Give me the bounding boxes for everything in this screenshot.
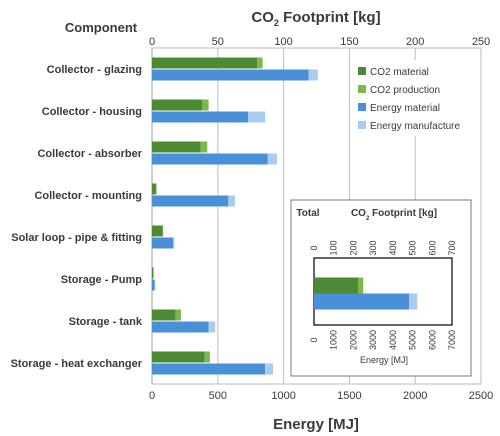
inset-bottom-tick-label: 4000 <box>388 330 398 350</box>
inset-top-title: CO2 Footprint [kg] <box>351 208 437 222</box>
inset-bottom-tick-label: 0 <box>309 337 319 342</box>
legend-swatch <box>358 103 366 111</box>
legend: CO2 material CO2 production Energy materia… <box>352 60 480 136</box>
bar-co2 <box>175 309 181 321</box>
category-label: Collector - mounting <box>34 190 142 202</box>
bar-energy <box>152 321 209 333</box>
category-label: Storage - tank <box>69 316 143 328</box>
category-label: Collector - absorber <box>37 148 142 160</box>
inset-bottom-tick-label: 1000 <box>329 330 339 350</box>
legend-swatch <box>358 121 366 129</box>
category-label: Solar loop - pipe & fitting <box>11 232 142 244</box>
legend-box <box>352 60 480 136</box>
inset-bottom-tick-label: 6000 <box>427 330 437 350</box>
bar-co2 <box>152 183 156 195</box>
bar-co2 <box>155 183 157 195</box>
inset-top-tick-label: 500 <box>408 240 418 255</box>
inset-bottom-title: Energy [MJ] <box>360 355 408 365</box>
top-tick-label: 0 <box>149 36 155 48</box>
bottom-tick-label: 2500 <box>469 390 493 402</box>
bar-energy <box>208 321 216 333</box>
inset-top-tick-label: 100 <box>329 240 339 255</box>
bottom-axis-title: Energy [MJ] <box>273 416 359 433</box>
bar-energy <box>173 237 175 249</box>
bar-energy <box>267 153 278 165</box>
inset-top-title-part: CO <box>351 208 366 219</box>
category-label: Storage - Pump <box>61 274 143 286</box>
legend-label: CO2 production <box>370 85 440 96</box>
bottom-tick-label: 0 <box>149 390 155 402</box>
bar-co2 <box>202 99 209 111</box>
inset-bottom-tick-label: 3000 <box>368 330 378 350</box>
bar-co2 <box>152 99 203 111</box>
bar-co2 <box>152 141 201 153</box>
bar-energy <box>265 363 274 375</box>
inset-top-title-part: 2 <box>366 216 370 222</box>
bar-co2 <box>152 267 154 279</box>
bar-energy <box>152 111 249 123</box>
category-label: Storage - heat exchanger <box>11 358 143 370</box>
top-tick-label: 50 <box>212 36 224 48</box>
inset-top-tick-label: 400 <box>388 240 398 255</box>
bar-energy <box>152 237 174 249</box>
inset-top-tick-label: 300 <box>368 240 378 255</box>
bar-energy <box>228 195 235 207</box>
legend-label: Energy material <box>370 103 440 114</box>
category-label: Collector - housing <box>42 106 142 118</box>
inset-label: Total <box>296 208 319 219</box>
bar-co2 <box>152 57 258 69</box>
inset-bar-co2 <box>314 277 359 294</box>
y-axis-title: Component <box>65 20 138 35</box>
inset-bottom-tick-label: 5000 <box>408 330 418 350</box>
bottom-tick-label: 2000 <box>403 390 427 402</box>
bar-co2 <box>152 309 176 321</box>
top-tick-label: 200 <box>406 36 424 48</box>
inset-top-tick-label: 600 <box>427 240 437 255</box>
bar-co2 <box>162 225 164 237</box>
bar-energy <box>248 111 266 123</box>
top-axis-title-part: Footprint [kg] <box>279 9 381 26</box>
top-axis-title-part: CO <box>251 9 274 26</box>
bar-energy <box>152 363 266 375</box>
inset-bottom-tick-label: 2000 <box>348 330 358 350</box>
bottom-tick-label: 1000 <box>271 390 295 402</box>
top-tick-label: 250 <box>472 36 490 48</box>
inset-top-title-part: Footprint [kg] <box>369 208 437 219</box>
bar-energy <box>152 153 268 165</box>
inset-top-tick-label: 200 <box>348 240 358 255</box>
top-axis-title: CO2 Footprint [kg] <box>251 9 380 28</box>
top-tick-label: 150 <box>340 36 358 48</box>
inset-top-tick-label: 700 <box>447 240 457 255</box>
bar-energy <box>152 279 155 291</box>
inset-bar-co2 <box>358 277 364 294</box>
inset-bar-energy <box>314 293 410 310</box>
legend-label: CO2 material <box>370 67 429 78</box>
bar-energy <box>152 195 229 207</box>
legend-swatch <box>358 85 366 93</box>
top-tick-label: 100 <box>274 36 292 48</box>
inset-bottom-tick-label: 7000 <box>447 330 457 350</box>
legend-label: Energy manufacture <box>370 121 460 132</box>
inset-bar-energy <box>409 293 418 310</box>
bar-co2 <box>257 57 263 69</box>
legend-swatch <box>358 67 366 75</box>
bar-energy <box>152 69 309 81</box>
bar-co2 <box>152 351 205 363</box>
bar-co2 <box>152 225 163 237</box>
category-label: Collector - glazing <box>47 64 142 76</box>
inset-top-tick-label: 0 <box>309 245 319 250</box>
bottom-tick-label: 500 <box>209 390 227 402</box>
top-axis-title-part: 2 <box>274 18 279 28</box>
bar-co2 <box>204 351 210 363</box>
bar-co2 <box>200 141 208 153</box>
bar-energy <box>308 69 318 81</box>
bar-energy <box>154 279 156 291</box>
bottom-tick-label: 1500 <box>337 390 361 402</box>
